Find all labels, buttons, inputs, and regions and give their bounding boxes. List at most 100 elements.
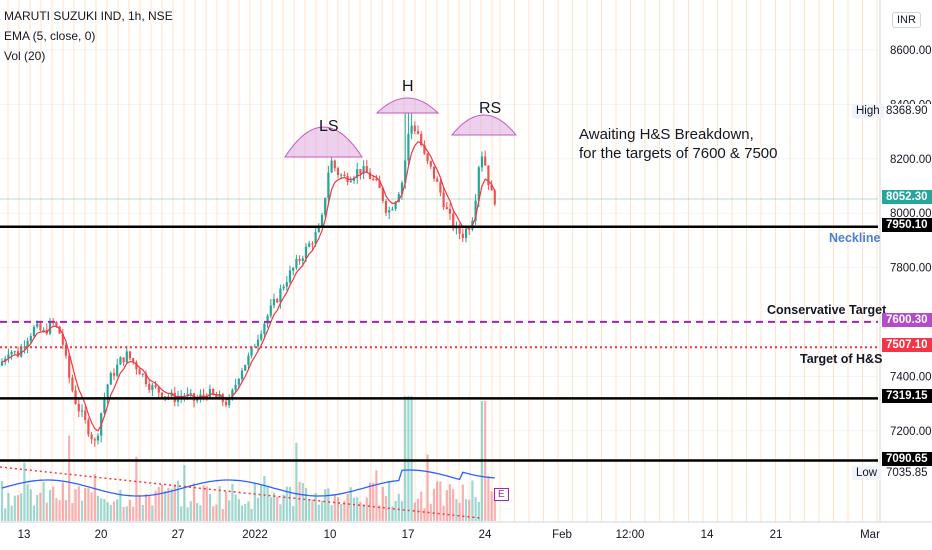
candle-body (13, 351, 16, 353)
volume-bar (186, 507, 189, 521)
target-hs-label: Target of H&S (800, 352, 883, 366)
volume-bar (448, 484, 452, 521)
volume-bar (160, 484, 164, 521)
volume-bar (199, 505, 202, 521)
volume-bar (394, 500, 397, 521)
candle-body (84, 410, 87, 420)
volume-bar (429, 504, 432, 521)
candle-body (400, 182, 404, 195)
volume-bar (356, 497, 359, 521)
volume-bar (202, 485, 205, 521)
volume-bar (445, 490, 448, 521)
volume-bar (413, 502, 416, 521)
candle-body (132, 358, 135, 363)
volume-bar (0, 481, 4, 521)
candle-body (458, 226, 461, 234)
volume-bar (109, 504, 112, 521)
volume-bar (368, 482, 372, 521)
volume-bar (397, 493, 400, 521)
candle-body (260, 333, 263, 340)
candle-body (349, 180, 352, 183)
candle-body (68, 355, 71, 378)
volume-bar (173, 484, 176, 521)
candle-body (240, 370, 244, 379)
candle-body (317, 226, 320, 233)
candle-body (308, 243, 311, 247)
volume-bar (455, 499, 458, 521)
candle-body (432, 166, 436, 179)
candle-body (320, 215, 324, 227)
price-level-tag: High (852, 103, 884, 118)
candle-body (96, 435, 100, 441)
volume-bar (215, 504, 218, 521)
volume-bar (439, 481, 442, 521)
earnings-badge[interactable]: E (494, 488, 509, 501)
candle-body (263, 323, 266, 334)
volume-bar (272, 492, 276, 521)
volume-bar (196, 503, 199, 521)
candle-body (429, 161, 432, 167)
volume-bar (362, 504, 365, 521)
candle-body (464, 228, 468, 239)
volume-bar (314, 493, 317, 521)
volume-bar (10, 505, 13, 521)
candle-body (388, 210, 391, 213)
hs-arc (375, 97, 440, 114)
candle-body (269, 305, 272, 316)
volume-bar (16, 495, 20, 521)
volume-bar (250, 508, 253, 521)
candle-body (381, 188, 384, 201)
candle-body (372, 178, 375, 180)
candle-body (16, 351, 20, 357)
volume-bar (304, 487, 308, 521)
candle-body (404, 160, 407, 183)
y-tick-label: 7400.00 (890, 371, 932, 383)
volume-bar (308, 499, 311, 521)
candle-body (77, 403, 80, 412)
horizontal-levels (0, 198, 878, 462)
volume-bar (125, 506, 128, 521)
candle-body (157, 387, 160, 393)
candle-body (167, 396, 170, 398)
candle-body (80, 410, 84, 412)
volume-bar (343, 500, 346, 521)
volume-bar (320, 500, 324, 521)
volume-bar (7, 493, 10, 521)
volume-bar (205, 486, 208, 521)
x-tick-label: 2022 (242, 529, 268, 541)
candle-body (439, 181, 442, 193)
candle-body (356, 169, 359, 178)
x-tick-label: 13 (18, 529, 31, 541)
volume-bar (224, 491, 228, 521)
volume-bar (336, 497, 340, 521)
ema-legend: EMA (5, close, 0) (4, 29, 96, 43)
candle-body (311, 243, 314, 245)
volume-bar (87, 488, 90, 521)
volume-bar (477, 502, 480, 521)
currency-badge[interactable]: INR (892, 12, 921, 28)
candle-body (112, 373, 116, 376)
volume-bar (106, 502, 109, 521)
candle-body (48, 320, 52, 334)
volume-bar (231, 483, 234, 521)
volume-bar (128, 499, 132, 521)
volume-bar (183, 465, 186, 521)
candle-body (461, 233, 464, 239)
candle-body (253, 346, 256, 348)
x-tick-label: 20 (95, 529, 108, 541)
ema-path (1, 141, 496, 432)
candle-body (416, 131, 420, 134)
x-tick-label: 12:00 (616, 529, 645, 541)
volume-bar (298, 481, 301, 521)
x-tick-label: 27 (172, 529, 185, 541)
x-tick-label: 14 (701, 529, 714, 541)
y-tick-label: 8200.00 (890, 154, 932, 166)
volume-bar (279, 504, 282, 521)
volume-bar (378, 505, 381, 521)
candle-body (7, 354, 10, 359)
volume-bar (189, 501, 192, 521)
candle-body (29, 336, 32, 341)
volume-bar (388, 482, 391, 521)
volume-bar (42, 481, 45, 521)
